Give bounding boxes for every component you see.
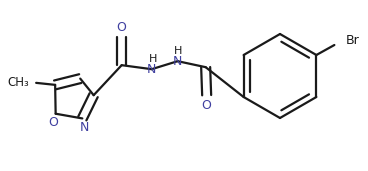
Text: Br: Br	[346, 34, 359, 47]
Text: N: N	[79, 121, 89, 134]
Text: N: N	[173, 55, 183, 68]
Text: N: N	[147, 63, 156, 76]
Text: O: O	[117, 21, 127, 34]
Text: H: H	[173, 46, 182, 56]
Text: O: O	[49, 116, 59, 129]
Text: H: H	[148, 54, 157, 64]
Text: CH₃: CH₃	[7, 76, 29, 89]
Text: O: O	[202, 99, 212, 112]
